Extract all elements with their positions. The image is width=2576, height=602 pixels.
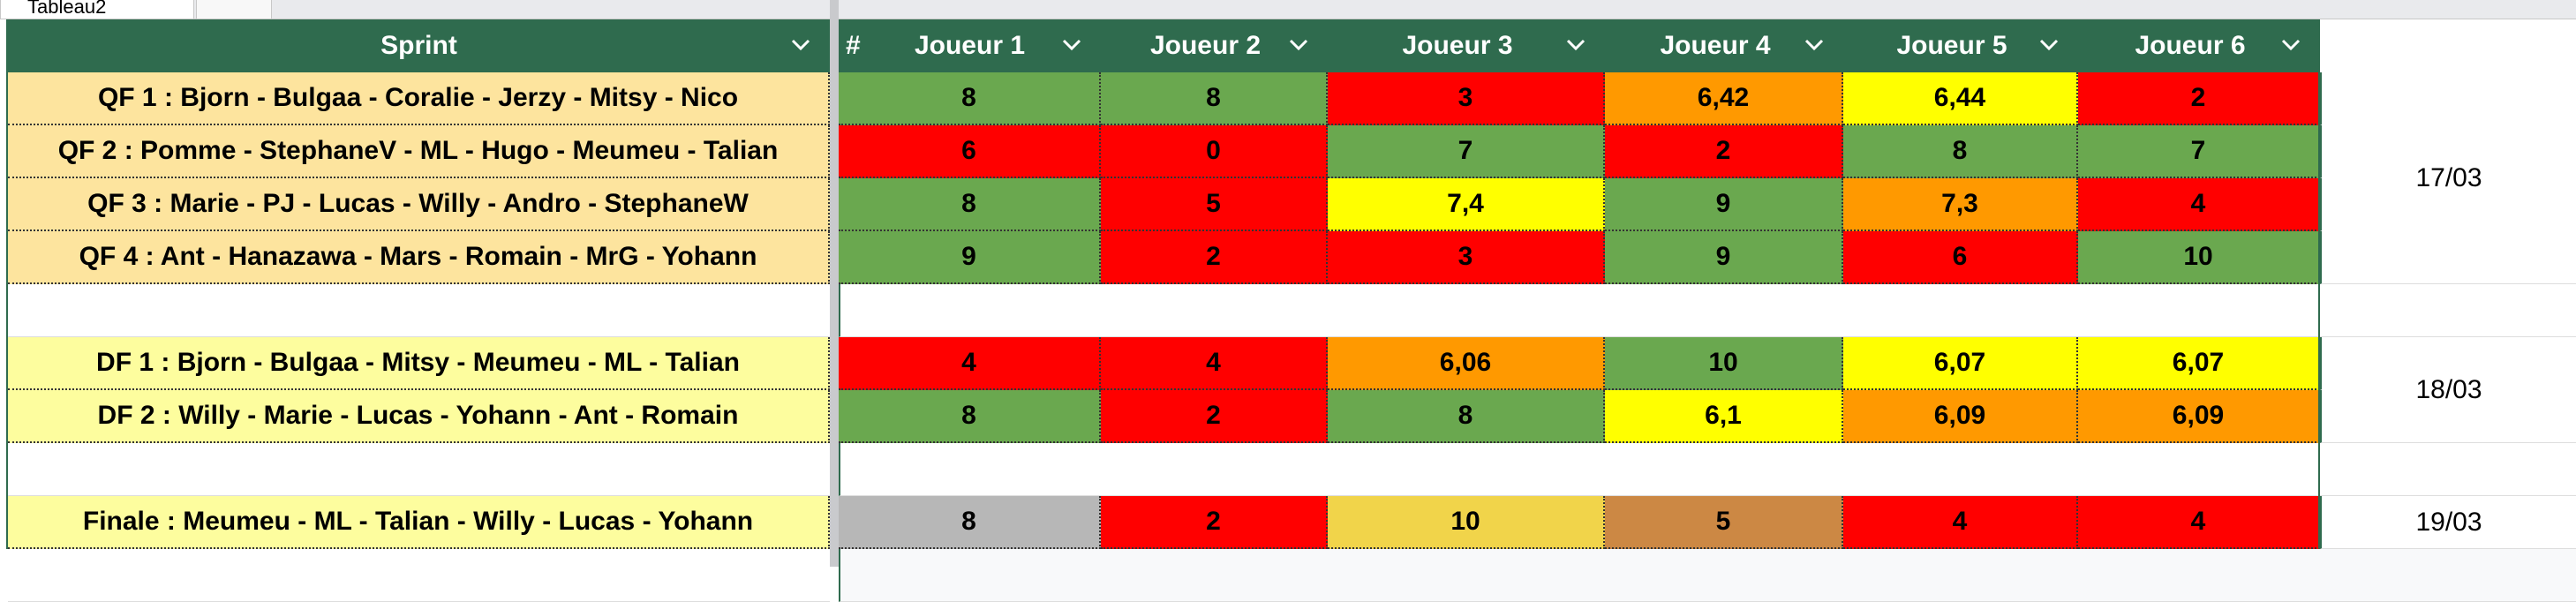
dropdown-chevron[interactable] — [2039, 39, 2059, 51]
date-cell: 18/03 — [2322, 337, 2576, 443]
score-cell: 2 — [2078, 72, 2320, 125]
header-cell: Joueur 3 — [1328, 19, 1605, 72]
score-cell: 10 — [1605, 337, 1843, 390]
toolbar-strip — [0, 0, 2576, 19]
score-cell: 3 — [1328, 72, 1605, 125]
table-left-border — [6, 19, 8, 549]
score-cell: 7 — [1328, 125, 1605, 178]
frozen-divider — [830, 0, 839, 567]
date-cell: 17/03 — [2322, 72, 2576, 284]
score-cell: 6,44 — [1843, 72, 2078, 125]
score-cell: 6 — [839, 125, 1101, 178]
score-cell: 6,09 — [1843, 390, 2078, 443]
row-label: QF 3 : Marie - PJ - Lucas - Willy - Andr… — [8, 178, 830, 231]
table-border — [2318, 19, 2320, 549]
blank-row — [8, 549, 830, 602]
blank-row — [839, 443, 2576, 496]
score-cell: 8 — [839, 178, 1101, 231]
score-cell: 8 — [839, 72, 1101, 125]
dropdown-chevron[interactable] — [1804, 39, 1824, 51]
dropdown-chevron[interactable] — [1289, 39, 1308, 51]
score-cell: 0 — [1101, 125, 1328, 178]
score-cell: 8 — [839, 496, 1101, 549]
score-cell: 2 — [1101, 496, 1328, 549]
score-cell: 8 — [1843, 125, 2078, 178]
score-cell: 8 — [1328, 390, 1605, 443]
score-cell: 10 — [2078, 231, 2320, 284]
blank-row — [8, 284, 830, 337]
score-cell: 2 — [1605, 125, 1843, 178]
header-cell: Joueur 2 — [1101, 19, 1328, 72]
score-cell: 6,1 — [1605, 390, 1843, 443]
score-cell: 8 — [1101, 72, 1328, 125]
score-cell: 6,07 — [1843, 337, 2078, 390]
blank-row — [8, 443, 830, 496]
header-cell: Joueur 6 — [2078, 19, 2320, 72]
score-cell: 9 — [839, 231, 1101, 284]
score-cell: 8 — [839, 390, 1101, 443]
score-cell: 4 — [2078, 178, 2320, 231]
score-cell: 7,4 — [1328, 178, 1605, 231]
score-cell: 7,3 — [1843, 178, 2078, 231]
score-cell: 6,06 — [1328, 337, 1605, 390]
dropdown-chevron[interactable] — [791, 39, 810, 51]
score-cell: 3 — [1328, 231, 1605, 284]
score-cell: 2 — [1101, 231, 1328, 284]
score-cell: 9 — [1605, 178, 1843, 231]
score-cell: 4 — [1101, 337, 1328, 390]
blank-row — [839, 284, 2576, 337]
score-cell: 5 — [1101, 178, 1328, 231]
score-cell: 10 — [1328, 496, 1605, 549]
score-cell: 4 — [839, 337, 1101, 390]
score-cell: 4 — [2078, 496, 2320, 549]
score-cell: 4 — [1843, 496, 2078, 549]
score-cell: 6 — [1843, 231, 2078, 284]
header-cell: Joueur 1 — [839, 19, 1101, 72]
score-cell: 5 — [1605, 496, 1843, 549]
score-cell: 9 — [1605, 231, 1843, 284]
table-tab[interactable]: Tableau2 — [0, 0, 194, 19]
header-cell: Joueur 5 — [1843, 19, 2078, 72]
dropdown-chevron[interactable] — [2281, 39, 2301, 51]
score-cell: 6,09 — [2078, 390, 2320, 443]
score-cell: 7 — [2078, 125, 2320, 178]
header-number: # — [846, 31, 861, 60]
row-label: Finale : Meumeu - ML - Talian - Willy - … — [8, 496, 830, 549]
score-cell: 6,07 — [2078, 337, 2320, 390]
score-cell: 2 — [1101, 390, 1328, 443]
row-label: QF 2 : Pomme - StephaneV - ML - Hugo - M… — [8, 125, 830, 178]
dropdown-chevron[interactable] — [1062, 39, 1081, 51]
header-cell: Sprint — [8, 19, 830, 72]
dropdown-chevron[interactable] — [1566, 39, 1586, 51]
row-label: DF 1 : Bjorn - Bulgaa - Mitsy - Meumeu -… — [8, 337, 830, 390]
blank-row — [839, 549, 2576, 602]
date-cell: 19/03 — [2322, 496, 2576, 549]
header-cell: Joueur 4 — [1605, 19, 1843, 72]
score-cell: 6,42 — [1605, 72, 1843, 125]
row-label: DF 2 : Willy - Marie - Lucas - Yohann - … — [8, 390, 830, 443]
row-label: QF 1 : Bjorn - Bulgaa - Coralie - Jerzy … — [8, 72, 830, 125]
row-label: QF 4 : Ant - Hanazawa - Mars - Romain - … — [8, 231, 830, 284]
tab-icon-button[interactable] — [196, 0, 272, 19]
